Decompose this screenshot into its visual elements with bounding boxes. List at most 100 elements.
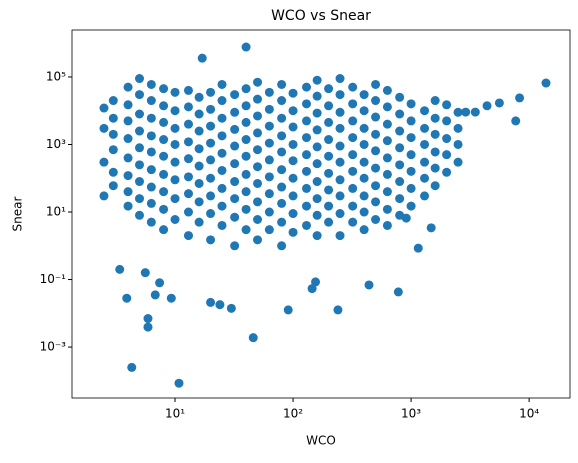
scatter-point [108, 181, 118, 191]
scatter-point [206, 297, 216, 307]
scatter-point [420, 123, 430, 133]
scatter-point [382, 220, 392, 230]
scatter-point [206, 104, 216, 114]
scatter-point [453, 123, 463, 133]
scatter-point [230, 194, 240, 204]
scatter-point [420, 191, 430, 201]
scatter-point [215, 300, 225, 310]
scatter-point [197, 53, 207, 63]
scatter-point [371, 163, 381, 173]
scatter-point [143, 322, 153, 332]
y-tick-label: 10¹ [46, 205, 66, 219]
scatter-point [395, 194, 405, 204]
scatter-point [253, 162, 263, 172]
scatter-point [206, 121, 216, 131]
scatter-point [371, 181, 381, 191]
scatter-point [288, 191, 298, 201]
scatter-point [277, 147, 287, 157]
scatter-point [395, 177, 405, 187]
scatter-point [170, 123, 180, 133]
scatter-point [302, 183, 312, 193]
scatter-point [335, 141, 345, 151]
scatter-point [382, 169, 392, 179]
scatter-point [348, 82, 358, 92]
scatter-point [248, 333, 258, 343]
scatter-point [146, 217, 156, 227]
scatter-point [312, 194, 322, 204]
scatter-point [324, 135, 334, 145]
scatter-point [302, 82, 312, 92]
scatter-point [288, 173, 298, 183]
scatter-point [348, 217, 358, 227]
scatter-point [159, 101, 169, 111]
axes-frame [71, 29, 571, 399]
scatter-point [123, 134, 133, 144]
scatter-point [430, 147, 440, 157]
scatter-point [288, 227, 298, 237]
scatter-point [241, 169, 251, 179]
scatter-point [146, 165, 156, 175]
scatter-point [277, 217, 287, 227]
scatter-point [159, 117, 169, 127]
scatter-point [183, 85, 193, 95]
scatter-point [335, 157, 345, 167]
scatter-point [288, 106, 298, 116]
scatter-point [99, 191, 109, 201]
x-tick-label: 10² [283, 407, 303, 421]
scatter-point [324, 201, 334, 211]
scatter-point [123, 82, 133, 92]
scatter-point [241, 151, 251, 161]
scatter-point [371, 215, 381, 225]
scatter-point [359, 191, 369, 201]
scatter-point [348, 133, 358, 143]
scatter-point [359, 173, 369, 183]
scatter-point [302, 116, 312, 126]
scatter-point [217, 201, 227, 211]
scatter-point [283, 305, 293, 315]
scatter-point [442, 150, 452, 160]
scatter-point [170, 215, 180, 225]
scatter-point [134, 126, 144, 136]
scatter-point [174, 378, 184, 388]
scatter-point [288, 209, 298, 219]
scatter-point [206, 209, 216, 219]
scatter-point [155, 278, 165, 288]
scatter-point [194, 126, 204, 136]
scatter-point [382, 119, 392, 129]
scatter-point [382, 136, 392, 146]
scatter-point [430, 113, 440, 123]
scatter-point [159, 187, 169, 197]
scatter-point [217, 148, 227, 158]
scatter-point [170, 87, 180, 97]
scatter-point [277, 241, 287, 251]
scatter-point [217, 165, 227, 175]
scatter-point [288, 122, 298, 132]
scatter-point [170, 106, 180, 116]
scatter-point [335, 191, 345, 201]
scatter-point [206, 87, 216, 97]
scatter-point [241, 117, 251, 127]
scatter-point [302, 133, 312, 143]
scatter-point [217, 79, 227, 89]
scatter-point [442, 134, 452, 144]
scatter-point [348, 99, 358, 109]
scatter-point [230, 177, 240, 187]
scatter-point [324, 117, 334, 127]
scatter-point [241, 204, 251, 214]
scatter-point [371, 112, 381, 122]
scatter-point [371, 96, 381, 106]
x-tick-label: 10¹ [165, 407, 185, 421]
scatter-point [453, 139, 463, 149]
scatter-point [348, 183, 358, 193]
scatter-point [277, 182, 287, 192]
scatter-point [146, 182, 156, 192]
scatter-point [420, 139, 430, 149]
scatter-point [127, 362, 137, 372]
scatter-point [302, 220, 312, 230]
scatter-point [406, 133, 416, 143]
scatter-point [108, 96, 118, 106]
scatter-point [140, 268, 150, 278]
scatter-point [264, 155, 274, 165]
scatter-point [335, 90, 345, 100]
scatter-point [122, 293, 132, 303]
